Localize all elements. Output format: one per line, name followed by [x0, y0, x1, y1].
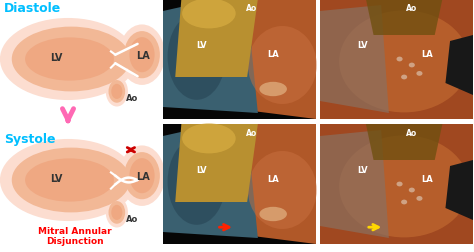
Ellipse shape: [396, 57, 402, 62]
Ellipse shape: [106, 77, 128, 107]
Text: Ao: Ao: [246, 128, 257, 137]
Polygon shape: [366, 124, 442, 160]
Text: Systole: Systole: [4, 133, 55, 145]
Ellipse shape: [0, 139, 136, 221]
Ellipse shape: [111, 84, 122, 100]
Text: Ao: Ao: [126, 94, 138, 103]
Polygon shape: [446, 160, 473, 220]
Ellipse shape: [124, 32, 160, 79]
Ellipse shape: [119, 146, 165, 206]
Ellipse shape: [248, 151, 317, 229]
Ellipse shape: [119, 25, 165, 86]
Ellipse shape: [129, 38, 155, 73]
Ellipse shape: [396, 182, 402, 187]
Ellipse shape: [168, 14, 226, 100]
Ellipse shape: [182, 0, 236, 29]
Text: LV: LV: [196, 41, 207, 50]
Bar: [320, 124, 473, 244]
Polygon shape: [163, 124, 258, 238]
Bar: [320, 0, 473, 119]
Bar: [163, 0, 316, 119]
Ellipse shape: [416, 196, 422, 201]
Polygon shape: [221, 124, 316, 244]
Ellipse shape: [409, 63, 415, 68]
Polygon shape: [366, 0, 442, 36]
Text: Ao: Ao: [406, 4, 418, 13]
Bar: [320, 124, 473, 244]
Ellipse shape: [106, 198, 128, 228]
Ellipse shape: [109, 201, 125, 224]
Polygon shape: [175, 124, 258, 202]
Text: LV: LV: [50, 173, 63, 183]
Ellipse shape: [259, 82, 287, 97]
Polygon shape: [163, 0, 258, 114]
Ellipse shape: [109, 81, 125, 103]
Text: Ao: Ao: [246, 4, 257, 13]
Text: LA: LA: [421, 49, 433, 58]
Polygon shape: [175, 0, 258, 78]
Text: Mitral Annular
Disjunction: Mitral Annular Disjunction: [38, 226, 112, 245]
Text: LV: LV: [357, 166, 368, 174]
Text: LV: LV: [50, 53, 63, 62]
Ellipse shape: [339, 136, 469, 237]
Ellipse shape: [182, 124, 236, 154]
Text: Ao: Ao: [126, 214, 138, 224]
Ellipse shape: [25, 38, 114, 81]
Ellipse shape: [129, 159, 155, 194]
Text: Diastole: Diastole: [4, 2, 61, 15]
Ellipse shape: [124, 152, 160, 200]
Polygon shape: [221, 0, 316, 119]
Ellipse shape: [248, 27, 317, 105]
Ellipse shape: [25, 159, 114, 202]
Ellipse shape: [12, 148, 130, 212]
Bar: [163, 124, 316, 244]
Ellipse shape: [111, 205, 122, 220]
Ellipse shape: [12, 27, 130, 92]
Text: LA: LA: [421, 174, 433, 183]
Polygon shape: [320, 131, 389, 238]
Text: LA: LA: [137, 171, 150, 181]
Polygon shape: [320, 6, 389, 114]
Text: LA: LA: [137, 50, 150, 60]
Ellipse shape: [409, 188, 415, 193]
Text: LA: LA: [267, 174, 279, 183]
Text: LA: LA: [267, 49, 279, 58]
Ellipse shape: [0, 19, 136, 101]
Ellipse shape: [401, 200, 407, 205]
Text: LV: LV: [196, 166, 207, 174]
Ellipse shape: [339, 11, 469, 113]
Polygon shape: [446, 36, 473, 96]
Ellipse shape: [168, 139, 226, 225]
Text: LV: LV: [357, 41, 368, 50]
Ellipse shape: [401, 75, 407, 80]
Bar: [320, 0, 473, 119]
Ellipse shape: [416, 72, 422, 77]
Ellipse shape: [259, 207, 287, 221]
Text: Ao: Ao: [406, 128, 418, 137]
